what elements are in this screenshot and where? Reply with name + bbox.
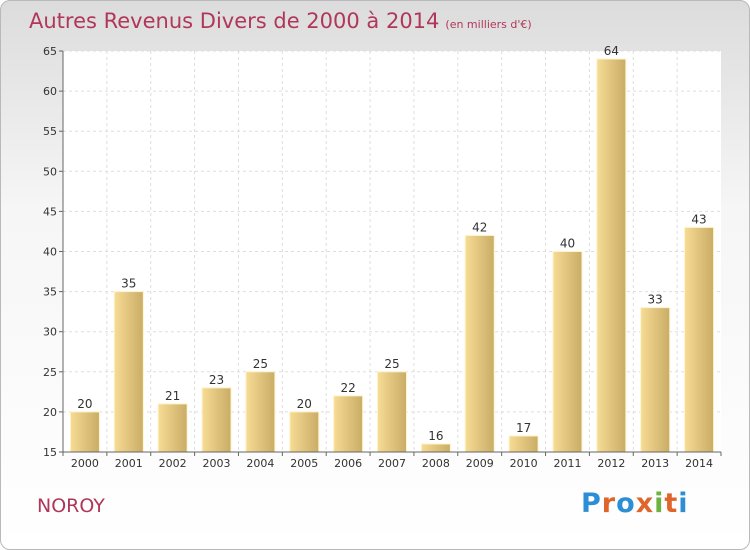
bar-2007 [377, 371, 407, 453]
bar-2013 [640, 307, 671, 453]
logo-letter: P [581, 488, 602, 519]
x-tick-label: 2002 [159, 457, 187, 470]
bar-2002 [157, 403, 188, 453]
x-tick-label: 2010 [510, 457, 538, 470]
bar-2012 [596, 58, 627, 453]
logo-letter: o [616, 488, 636, 519]
y-tick-label: 30 [43, 326, 57, 339]
y-tick-label: 25 [43, 366, 57, 379]
bar-value-label: 33 [648, 293, 663, 307]
place-name: NOROY [37, 495, 105, 517]
bar-value-label: 16 [428, 429, 443, 443]
y-tick-label: 65 [43, 45, 57, 58]
chart-subtitle: (en milliers d'€) [445, 18, 532, 31]
x-tick-label: 2000 [71, 457, 99, 470]
y-tick-label: 40 [43, 246, 57, 259]
bar-value-label: 25 [253, 357, 268, 371]
y-tick-label: 20 [43, 406, 57, 419]
bar-2003 [201, 387, 232, 453]
x-tick-label: 2011 [553, 457, 581, 470]
chart-title-text: Autres Revenus Divers de 2000 à 2014 [29, 9, 440, 33]
x-tick-label: 2014 [685, 457, 713, 470]
logo-letter: i [654, 488, 665, 519]
axis-layer: 15 20 25 30 35 40 45 50 55 60 65 2000 2001 2002 2003 20… [43, 45, 722, 470]
x-tick-label: 2003 [203, 457, 231, 470]
x-tick-label: 2012 [597, 457, 625, 470]
x-tick-label: 2001 [115, 457, 143, 470]
bar-2000 [69, 411, 100, 453]
x-tick-label: 2004 [246, 457, 274, 470]
y-tick-label: 45 [43, 205, 57, 218]
bar-value-label: 20 [297, 397, 312, 411]
logo-letter: t [664, 488, 679, 519]
bar-value-label: 25 [384, 357, 399, 371]
x-tick-label: 2009 [466, 457, 494, 470]
bar-2005 [289, 411, 320, 453]
y-tick-label: 15 [43, 446, 57, 459]
proxiti-logo: Proxiti [581, 488, 689, 519]
logo-letter: i [678, 488, 689, 519]
y-tick-label: 60 [43, 85, 57, 98]
bar-2009 [464, 234, 495, 453]
logo-letter: x [635, 488, 655, 519]
bar-value-label: 42 [472, 220, 487, 234]
x-tick-label: 2007 [378, 457, 406, 470]
bar-2001 [113, 291, 144, 453]
y-tick-label: 35 [43, 286, 57, 299]
x-tick-label: 2013 [641, 457, 669, 470]
y-tick-label: 55 [43, 125, 57, 138]
bar-value-label: 17 [516, 421, 531, 435]
bar-value-label: 23 [209, 373, 224, 387]
bar-value-label: 35 [121, 277, 136, 291]
bar-layer [69, 58, 715, 453]
bar-2011 [552, 251, 583, 453]
bar-2014 [684, 226, 715, 453]
x-tick-label: 2005 [290, 457, 318, 470]
bar-2004 [245, 371, 276, 453]
bar-value-label: 21 [165, 389, 180, 403]
x-tick-label: 2006 [334, 457, 362, 470]
bar-value-label: 40 [560, 237, 575, 251]
bar-2006 [333, 395, 364, 453]
bar-value-label: 64 [604, 44, 619, 58]
bar-value-label: 43 [691, 212, 706, 226]
x-tick-label: 2008 [422, 457, 450, 470]
chart-title: Autres Revenus Divers de 2000 à 2014 (en … [29, 9, 532, 33]
y-tick-label: 50 [43, 165, 57, 178]
bar-2010 [508, 435, 539, 453]
bar-value-label: 22 [340, 381, 355, 395]
logo-letter: r [601, 488, 617, 519]
label-layer: 20 35 21 23 25 20 22 25 16 42 17 40 64 33 43 [77, 44, 706, 443]
bar-2008 [420, 443, 451, 453]
bar-value-label: 20 [77, 397, 92, 411]
